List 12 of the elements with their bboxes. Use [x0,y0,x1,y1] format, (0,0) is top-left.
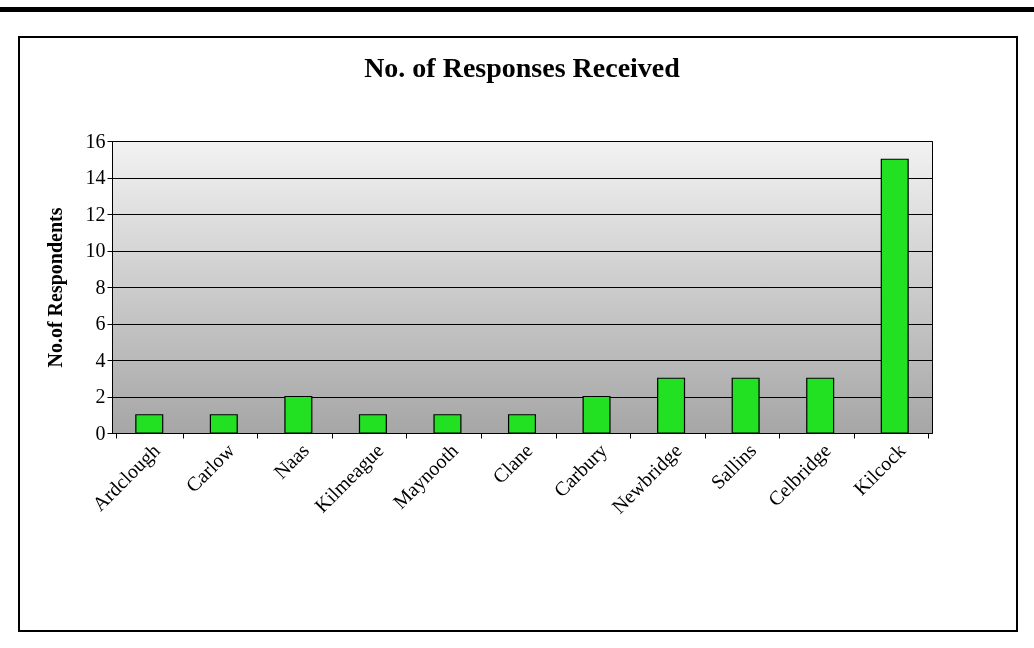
y-tick-label: 4 [95,348,106,371]
x-tick-label: Naas [269,438,314,483]
chart-title: No. of Responses Received [364,52,681,83]
y-axis-title: No.of Respondents [43,207,67,368]
y-tick-label: 10 [85,239,106,261]
y-tick-label: 6 [95,312,106,334]
y-tick-label: 16 [85,129,106,152]
y-tick-label: 0 [95,421,106,444]
y-tick-label: 8 [95,275,106,298]
y-tick-label: 12 [85,202,106,225]
y-tick-label: 14 [85,166,106,188]
y-tick-label: 2 [95,385,106,407]
